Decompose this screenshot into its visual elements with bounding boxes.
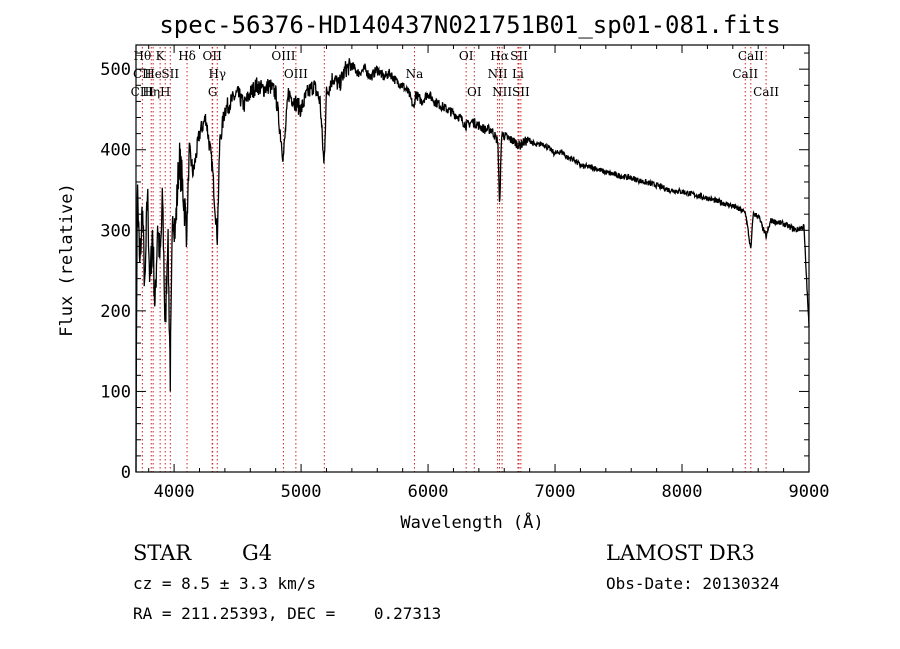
line-marker-label: NII (492, 85, 512, 99)
y-axis-ticks: 0 100 200 300 400 500 (100, 52, 809, 483)
y-tick-label: 400 (100, 141, 131, 161)
line-marker-label: Hγ (208, 67, 226, 81)
line-marker-label: G (208, 85, 218, 99)
object-class: STAR (133, 541, 192, 565)
line-marker-label: CII (133, 67, 152, 81)
survey-name: LAMOST DR3 (606, 541, 755, 565)
y-axis-label: Flux (relative) (57, 183, 77, 337)
y-tick-label: 200 (100, 302, 131, 322)
y-tick-label: 500 (100, 60, 131, 80)
line-marker-label: Li (512, 67, 524, 81)
x-tick-label: 4000 (154, 482, 195, 502)
x-tick-label: 9000 (789, 482, 830, 502)
y-tick-label: 100 (100, 382, 131, 402)
x-tick-label: 6000 (408, 482, 449, 502)
line-marker-label: Na (406, 67, 424, 81)
line-marker-label: Hδ (178, 49, 196, 63)
plot-frame (135, 44, 810, 473)
line-marker-label: Hα (490, 49, 509, 63)
line-marker-label: OIII (284, 67, 308, 81)
line-markers (141, 47, 767, 472)
line-marker-label: SII (512, 85, 530, 99)
line-marker-label: OIII (271, 49, 295, 63)
redshift-info: cz = 8.5 ± 3.3 km/s (133, 574, 316, 593)
line-marker-label: Hθ (133, 49, 151, 63)
line-marker-label: CaII (738, 49, 764, 63)
x-tick-label: 7000 (535, 482, 576, 502)
x-axis-ticks: 4000 5000 6000 7000 8000 9000 (148, 45, 830, 502)
y-tick-label: 0 (121, 463, 131, 483)
line-marker-label: NII (488, 67, 508, 81)
line-marker-label: CaII (753, 85, 779, 99)
x-tick-label: 5000 (281, 482, 322, 502)
line-marker-label: Hη (142, 85, 160, 99)
ra-dec: RA = 211.25393, DEC = 0.27313 (133, 604, 441, 623)
line-marker-label: H (160, 85, 170, 99)
obs-date: Obs-Date: 20130324 (606, 574, 779, 593)
line-marker-label: He (144, 67, 162, 81)
line-marker-label: OII (203, 49, 223, 63)
x-tick-label: 8000 (662, 482, 703, 502)
line-marker-label: OI (459, 49, 474, 63)
line-marker-label: K (156, 49, 166, 63)
y-tick-label: 300 (100, 221, 131, 241)
chart-title: spec-56376-HD140437N021751B01_sp01-081.f… (159, 11, 780, 39)
line-marker-label: CaII (732, 67, 758, 81)
spectrum-line (135, 58, 810, 473)
line-marker-label: SII (161, 67, 179, 81)
x-axis-label: Wavelength (Å) (400, 511, 543, 533)
line-marker-label: SII (510, 49, 528, 63)
object-subclass: G4 (242, 541, 272, 565)
line-marker-label: OI (467, 85, 482, 99)
